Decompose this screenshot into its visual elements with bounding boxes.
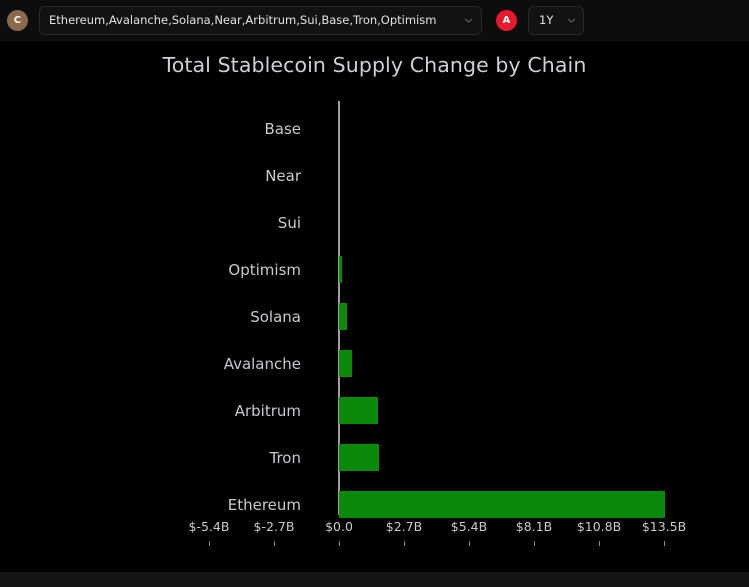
bar-arbitrum[interactable] [339, 397, 378, 424]
x-tick-mark [404, 541, 405, 546]
x-tick-label: $5.4B [450, 519, 488, 534]
x-axis: $-5.4B $-2.7B $0.0 $2.7B $5.4B $8.1B $10.8B $13… [0, 519, 749, 546]
x-tick-mark [469, 541, 470, 546]
chevron-down-icon [567, 18, 576, 23]
bar-row: Optimism [0, 246, 749, 293]
x-tick-label: $10.8B [576, 519, 622, 534]
bar-ethereum[interactable] [339, 491, 666, 518]
bar-row: Tron [0, 434, 749, 481]
time-range-value: 1Y [539, 14, 554, 27]
chart-panel: Total Stablecoin Supply Change by Chain … [0, 41, 749, 572]
bar-row: Near [0, 152, 749, 199]
bar-optimism[interactable] [339, 256, 342, 283]
chains-select[interactable]: Ethereum,Avalanche,Solana,Near,Arbitrum,… [39, 6, 482, 35]
chains-select-value: Ethereum,Avalanche,Solana,Near,Arbitrum,… [49, 14, 437, 27]
bar-solana[interactable] [339, 303, 347, 330]
category-label-optimism: Optimism [228, 260, 301, 279]
category-label-arbitrum: Arbitrum [234, 401, 301, 420]
x-tick-mark [534, 541, 535, 546]
x-tick-label: $2.7B [385, 519, 423, 534]
category-label-solana: Solana [250, 307, 301, 326]
alert-badge-label: A [502, 15, 511, 26]
x-tick-label: $13.5B [641, 519, 687, 534]
category-label-near: Near [265, 166, 301, 185]
alert-badge[interactable]: A [496, 10, 517, 31]
category-label-avalanche: Avalanche [223, 354, 301, 373]
x-tick-mark [339, 541, 340, 546]
x-tick-mark [664, 541, 665, 546]
x-tick-mark [274, 541, 275, 546]
category-label-base: Base [264, 119, 301, 138]
footer-strip [0, 572, 749, 587]
bar-row: Avalanche [0, 340, 749, 387]
user-avatar[interactable]: C [7, 10, 28, 31]
category-label-sui: Sui [277, 213, 301, 232]
x-tick-label: $-5.4B [188, 519, 230, 534]
x-tick-mark [599, 541, 600, 546]
bar-tron[interactable] [339, 444, 380, 471]
x-tick-label: $-2.7B [253, 519, 295, 534]
user-avatar-label: C [13, 15, 22, 26]
category-label-tron: Tron [269, 448, 301, 467]
bar-row: Sui [0, 199, 749, 246]
time-range-select[interactable]: 1Y [528, 6, 584, 35]
chevron-down-icon [464, 18, 473, 23]
x-tick-mark [209, 541, 210, 546]
bar-avalanche[interactable] [339, 350, 353, 377]
bar-row: Ethereum [0, 481, 749, 528]
bar-row: Base [0, 105, 749, 152]
bar-row: Arbitrum [0, 387, 749, 434]
bar-row: Solana [0, 293, 749, 340]
x-tick-label: $8.1B [515, 519, 553, 534]
top-toolbar: C Ethereum,Avalanche,Solana,Near,Arbitru… [0, 0, 749, 41]
bar-chart-plot: Base Near Sui Optimism Solana Avalanche Arbitr… [0, 41, 749, 572]
category-label-ethereum: Ethereum [227, 495, 301, 514]
x-tick-label: $0.0 [325, 519, 353, 534]
chart-title: Total Stablecoin Supply Change by Chain [162, 53, 587, 77]
